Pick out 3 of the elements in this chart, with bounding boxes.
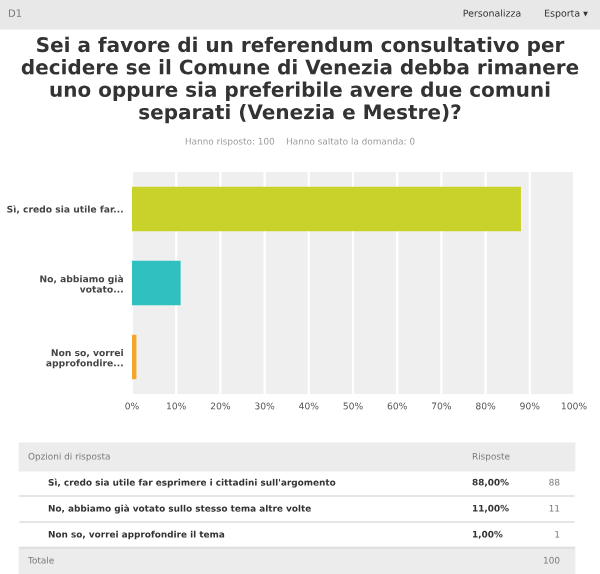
bar bbox=[132, 260, 181, 306]
chart-title: Sei a favore di un referendum consultativo per decidere se il Comune di Venezia debba rimanere uno oppure sia preferibile avere due comuni separati (Venezia e Mestre)? bbox=[21, 36, 579, 124]
bar bbox=[132, 186, 521, 232]
